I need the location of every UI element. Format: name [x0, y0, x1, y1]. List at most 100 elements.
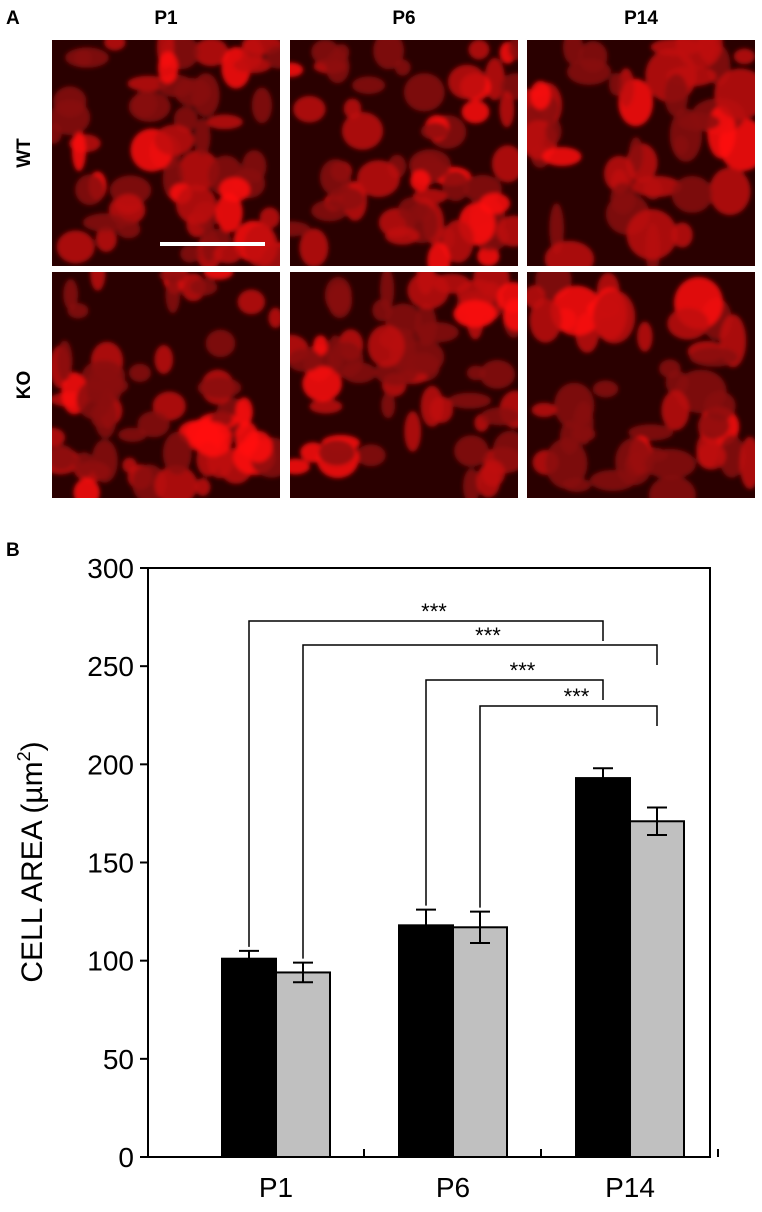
cell — [373, 40, 405, 70]
cell — [477, 246, 500, 266]
cell — [52, 444, 75, 470]
cell — [137, 411, 170, 438]
cells — [290, 40, 518, 266]
cell — [194, 118, 211, 156]
cell — [197, 377, 242, 399]
cell — [479, 192, 511, 215]
error-bar — [239, 949, 259, 968]
micrograph — [52, 272, 280, 498]
cell — [592, 380, 619, 398]
cell — [714, 68, 755, 120]
cell — [180, 244, 200, 263]
cell — [491, 145, 518, 183]
significance-bracket — [425, 679, 604, 906]
cell — [615, 437, 654, 486]
panel-label: A — [6, 8, 20, 29]
cell — [530, 80, 551, 110]
cell — [545, 118, 562, 144]
cell — [213, 243, 243, 264]
row-label: WT — [14, 138, 35, 168]
cell — [132, 90, 157, 118]
cell — [356, 444, 386, 467]
cell — [462, 468, 481, 498]
cell — [549, 202, 565, 254]
cell — [63, 278, 79, 311]
cell — [427, 242, 451, 266]
cell — [56, 230, 95, 264]
cell — [343, 98, 362, 119]
error-bar — [293, 961, 313, 984]
bar — [629, 820, 685, 1159]
cell — [410, 170, 431, 192]
cell — [356, 160, 400, 198]
significance-bracket — [479, 705, 658, 908]
cell — [367, 324, 405, 368]
cell — [290, 348, 322, 372]
cell — [384, 227, 420, 245]
cell — [259, 207, 280, 229]
y-tick-label: 300 — [87, 553, 134, 584]
x-tick-label: P6 — [436, 1172, 470, 1203]
cell — [415, 321, 459, 343]
bar — [398, 924, 454, 1158]
cell — [235, 397, 253, 427]
cell — [648, 475, 696, 498]
cell — [193, 40, 229, 67]
cell — [677, 113, 720, 131]
error-bar — [470, 910, 490, 944]
y-tick-label: 50 — [103, 1044, 134, 1075]
cell — [157, 51, 179, 84]
bar — [221, 957, 277, 1158]
significance-label: *** — [475, 623, 501, 648]
significance-label: *** — [421, 599, 447, 624]
cell — [733, 48, 755, 65]
cell — [671, 175, 713, 214]
cell — [243, 430, 273, 463]
cell — [311, 40, 340, 65]
cell — [447, 392, 492, 409]
cell — [550, 285, 603, 336]
bar — [452, 926, 508, 1158]
cell — [189, 278, 218, 296]
cell — [432, 273, 471, 294]
bar — [575, 777, 631, 1158]
cell — [118, 427, 147, 443]
cell — [290, 458, 310, 475]
cells — [52, 272, 280, 498]
cell — [739, 436, 755, 490]
cell — [403, 72, 445, 112]
cell — [318, 439, 356, 466]
cell — [562, 40, 584, 65]
cell — [154, 124, 195, 156]
cell — [644, 448, 696, 479]
cell — [290, 221, 311, 237]
cell — [593, 290, 636, 344]
cell — [56, 340, 73, 382]
cell — [404, 411, 422, 452]
cell — [95, 226, 117, 252]
cell — [74, 49, 92, 67]
x-tick-label: P14 — [605, 1172, 655, 1203]
y-tick-label: 150 — [87, 848, 134, 879]
cell — [341, 111, 384, 150]
row-label: KO — [14, 371, 35, 400]
x-tick-label: P1 — [259, 1172, 293, 1203]
micrograph — [290, 272, 518, 498]
micrograph — [527, 272, 755, 498]
cell — [67, 303, 89, 319]
micrograph — [527, 40, 755, 266]
cell — [697, 412, 730, 440]
cell — [52, 99, 91, 136]
cell — [718, 434, 745, 478]
y-tick-label: 100 — [87, 946, 134, 977]
cell — [698, 40, 717, 62]
cell — [293, 95, 326, 123]
cell — [219, 177, 251, 202]
significance-bracket — [248, 620, 604, 947]
cell — [52, 427, 66, 448]
cell — [237, 289, 266, 315]
cell — [508, 40, 518, 61]
cell — [268, 307, 280, 329]
cells — [290, 272, 518, 498]
panel-label: B — [6, 540, 20, 561]
